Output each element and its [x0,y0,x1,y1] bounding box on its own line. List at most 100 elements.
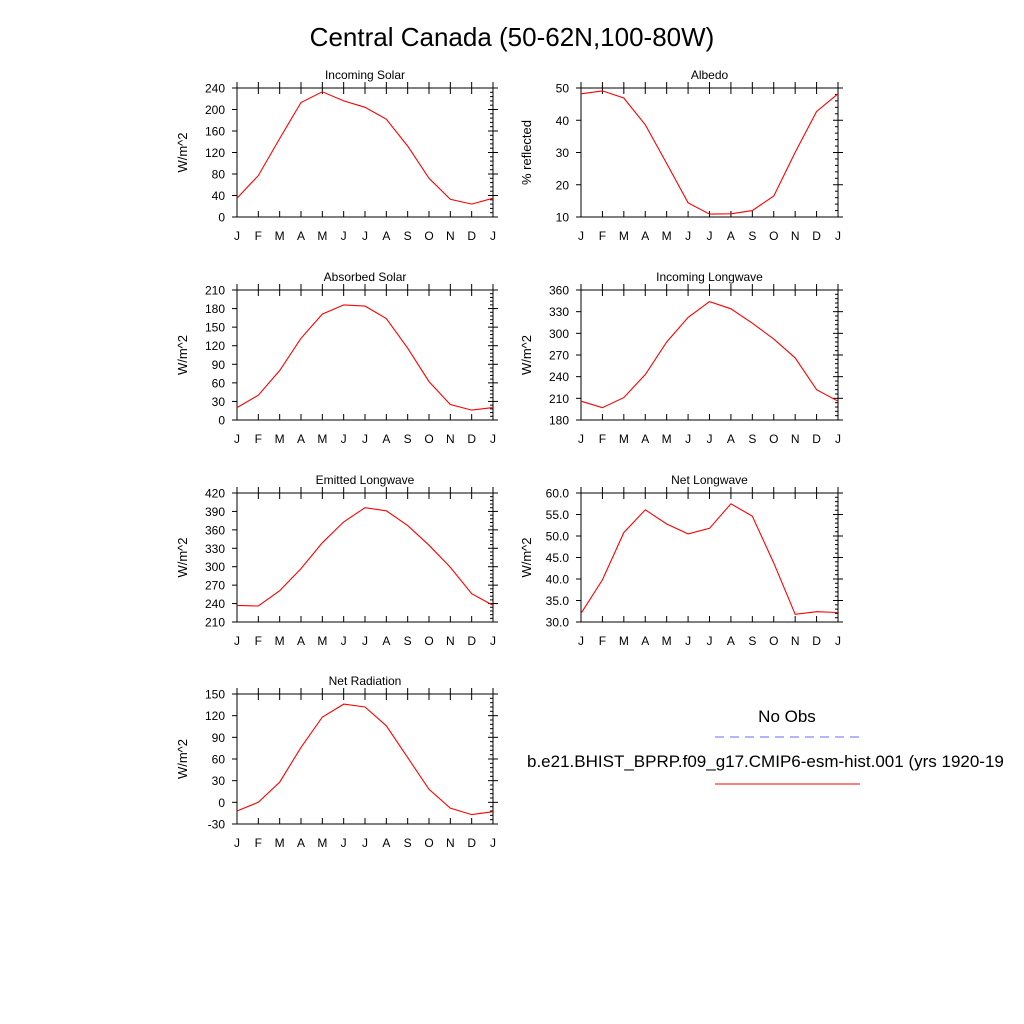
x-tick-label: O [769,634,778,648]
y-tick-label: 30 [212,774,226,788]
x-tick-label: A [641,229,649,243]
x-tick-label: N [791,229,800,243]
x-tick-label: M [275,634,285,648]
y-tick-label: 10 [556,211,570,225]
x-tick-label: F [255,836,262,850]
x-tick-label: A [641,634,649,648]
y-tick-label: 40 [212,189,226,203]
y-tick-label: 30 [212,395,226,409]
y-axis-label: W/m^2 [519,335,534,375]
x-tick-label: N [446,634,455,648]
x-tick-label: A [382,634,390,648]
x-tick-label: D [467,634,476,648]
y-tick-label: 60 [212,376,226,390]
x-tick-label: D [812,432,821,446]
x-tick-label: J [578,432,584,446]
x-tick-label: S [748,634,756,648]
x-tick-label: N [446,229,455,243]
y-tick-label: 270 [549,349,569,363]
y-tick-label: 50.0 [546,530,570,544]
x-tick-label: J [707,634,713,648]
x-tick-label: M [275,432,285,446]
x-tick-label: S [404,229,412,243]
y-tick-label: 420 [205,487,225,501]
x-tick-label: A [297,229,305,243]
y-tick-label: 55.0 [546,508,570,522]
x-tick-label: J [234,836,240,850]
x-tick-label: A [297,836,305,850]
x-tick-label: J [362,634,368,648]
x-tick-label: J [835,432,841,446]
y-tick-label: 0 [218,211,225,225]
x-tick-label: J [835,229,841,243]
y-tick-label: 45.0 [546,551,570,565]
series-line [580,300,839,409]
x-tick-label: D [467,229,476,243]
x-tick-label: F [599,432,606,446]
y-tick-label: 360 [205,523,225,537]
x-tick-label: S [404,634,412,648]
x-tick-label: N [791,432,800,446]
plot-frame [580,87,839,218]
x-tick-label: J [578,229,584,243]
x-tick-label: F [255,634,262,648]
x-tick-label: F [599,634,606,648]
y-tick-label: 210 [205,616,225,630]
y-tick-label: 0 [218,414,225,428]
x-tick-label: D [812,229,821,243]
y-tick-label: 180 [205,302,225,316]
y-tick-label: 40.0 [546,573,570,587]
y-tick-label: 60.0 [546,487,570,501]
chart-title: Net Longwave [671,473,748,487]
chart-title: Net Radiation [329,674,402,688]
y-tick-label: 90 [212,358,226,372]
chart-title: Emitted Longwave [316,473,415,487]
y-tick-label: 80 [212,168,226,182]
y-tick-label: 90 [212,731,226,745]
x-tick-label: J [685,634,691,648]
x-tick-label: J [490,634,496,648]
x-tick-label: J [234,432,240,446]
y-axis-label: W/m^2 [175,335,190,375]
x-tick-label: A [297,432,305,446]
x-tick-label: A [727,229,735,243]
x-tick-label: J [234,634,240,648]
y-tick-label: 0 [218,796,225,810]
y-axis-label: W/m^2 [519,537,534,577]
x-tick-label: O [769,432,778,446]
series-line [580,90,839,215]
y-tick-label: 300 [549,327,569,341]
x-tick-label: J [490,229,496,243]
x-tick-label: M [619,432,629,446]
y-tick-label: 120 [205,339,225,353]
y-tick-label: 210 [205,284,225,298]
y-tick-label: 330 [549,305,569,319]
y-axis-label: W/m^2 [175,132,190,172]
x-tick-label: D [467,836,476,850]
legend: No Obs b.e21.BHIST_BPRP.f09_g17.CMIP6-es… [527,707,1004,785]
plot-frame [236,289,494,421]
y-tick-label: 270 [205,579,225,593]
y-tick-label: 390 [205,505,225,519]
model-legend-label: b.e21.BHIST_BPRP.f09_g17.CMIP6-esm-hist.… [527,752,1004,771]
x-tick-label: J [835,634,841,648]
y-axis-label: % reflected [519,120,534,185]
x-tick-label: A [382,229,390,243]
series-line [236,703,494,816]
x-tick-label: J [490,432,496,446]
x-tick-label: J [341,836,347,850]
x-tick-label: S [404,432,412,446]
x-tick-label: O [424,634,433,648]
x-tick-label: A [382,432,390,446]
x-tick-label: A [297,634,305,648]
x-tick-label: A [727,432,735,446]
x-tick-label: O [424,432,433,446]
y-tick-label: 210 [549,392,569,406]
x-tick-label: D [467,432,476,446]
